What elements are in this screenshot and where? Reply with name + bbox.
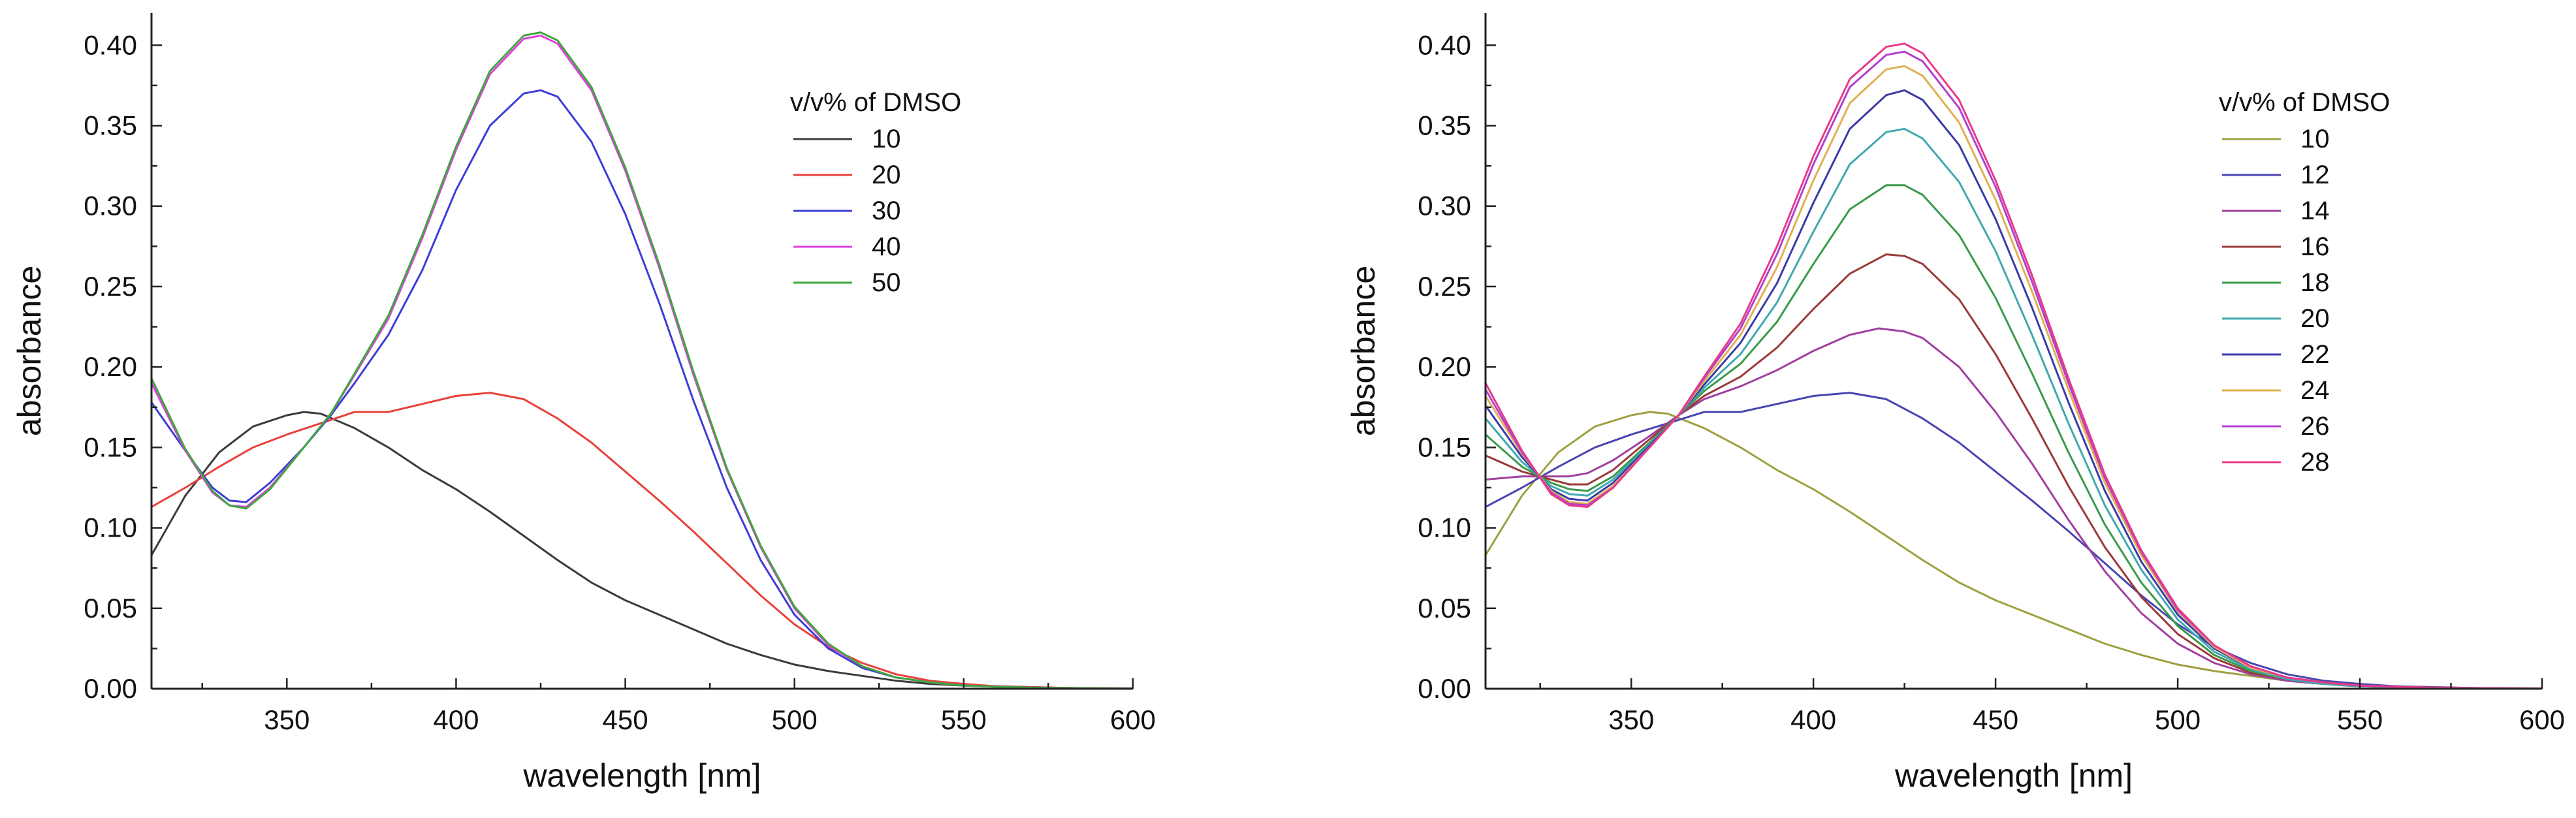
x-tick-label: 600	[1110, 704, 1156, 735]
legend: v/v% of DMSO 10 12 14 16 18 20 22 24 26 28	[2219, 88, 2390, 477]
x-tick-label: 400	[433, 704, 479, 735]
series-line-24	[1484, 65, 2543, 690]
legend-label: 24	[2300, 376, 2330, 405]
x-tick-label: 550	[941, 704, 987, 735]
legend-label: 16	[2300, 232, 2330, 261]
y-tick-label: 0.35	[84, 110, 137, 141]
chart-left: 350 400 450 500 550 600 0.00 0.05 0.10 0.15 0.20 0.…	[11, 13, 1156, 794]
y-axis-title: absorbance	[1345, 266, 1382, 436]
x-tick-label: 450	[1973, 704, 2018, 735]
x-axis-title: wavelength [nm]	[1894, 757, 2133, 794]
x-tick-label: 600	[2519, 704, 2565, 735]
x-tick-label: 350	[264, 704, 310, 735]
x-axis-title: wavelength [nm]	[522, 757, 761, 794]
y-tick-label: 0.30	[84, 191, 137, 221]
series-lines	[150, 31, 1134, 690]
y-tick-label: 0.15	[84, 432, 137, 462]
y-tick-label: 0.10	[1418, 512, 1471, 543]
legend-label: 10	[872, 125, 901, 153]
series-line-28	[1484, 42, 2543, 690]
series-lines	[1484, 42, 2543, 690]
legend-label: 50	[872, 268, 901, 297]
legend-label: 18	[2300, 268, 2330, 297]
legend-label: 40	[872, 232, 901, 261]
y-tick-label: 0.40	[84, 29, 137, 60]
series-line-16	[1485, 253, 2543, 690]
series-line-12	[1485, 392, 2543, 689]
series-line-20	[1484, 127, 2543, 690]
series-line-14	[1485, 327, 2543, 690]
y-tick-label: 0.20	[1418, 351, 1471, 382]
legend-label: 12	[2300, 161, 2330, 189]
legend: v/v% of DMSO 10 20 30 40 50	[790, 88, 961, 297]
y-tick-label: 0.40	[1418, 29, 1471, 60]
y-tick-label: 0.00	[84, 673, 137, 704]
series-line-26	[1484, 50, 2543, 690]
legend-label: 20	[872, 161, 901, 189]
y-tick-label: 0.35	[1418, 110, 1471, 141]
y-tick-label: 0.15	[1418, 432, 1471, 462]
y-tick-label: 0.10	[84, 512, 137, 543]
series-line-22	[1484, 89, 2543, 690]
x-tick-label: 400	[1790, 704, 1836, 735]
x-tick-label: 550	[2337, 704, 2383, 735]
x-tick-label: 350	[1608, 704, 1654, 735]
y-axis-title: absorbance	[11, 266, 48, 436]
series-line-50	[150, 31, 1134, 690]
legend-label: 30	[872, 197, 901, 225]
legend-label: 20	[2300, 304, 2330, 333]
x-tick-label: 500	[2155, 704, 2201, 735]
legend-title: v/v% of DMSO	[790, 88, 961, 117]
series-line-40	[150, 35, 1134, 690]
y-tick-label: 0.30	[1418, 191, 1471, 221]
legend-label: 10	[2300, 125, 2330, 153]
y-tick-label: 0.20	[84, 351, 137, 382]
legend-label: 28	[2300, 448, 2330, 477]
legend-title: v/v% of DMSO	[2219, 88, 2390, 117]
series-line-20	[151, 392, 1134, 689]
y-tick-label: 0.25	[1418, 271, 1471, 302]
series-line-30	[150, 89, 1134, 690]
x-tick-label: 450	[603, 704, 648, 735]
legend-label: 26	[2300, 412, 2330, 441]
y-tick-label: 0.25	[84, 271, 137, 302]
x-tick-label: 500	[772, 704, 818, 735]
legend-label: 14	[2300, 197, 2330, 225]
chart-right: 350 400 450 500 550 600 0.00 0.05 0.10 0.15 0.20 0.…	[1345, 13, 2565, 794]
legend-label: 22	[2300, 340, 2330, 369]
y-tick-label: 0.05	[1418, 593, 1471, 623]
y-tick-label: 0.05	[84, 593, 137, 623]
y-tick-label: 0.00	[1418, 673, 1471, 704]
